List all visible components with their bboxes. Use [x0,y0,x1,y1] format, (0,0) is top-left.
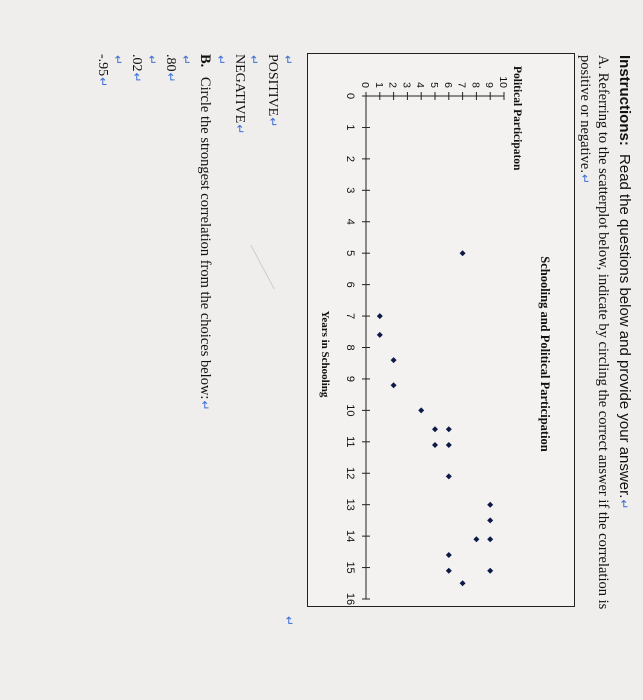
data-point [459,250,466,257]
data-point [376,313,383,320]
x-tick-label: 15 [344,561,356,573]
x-tick-label: 0 [344,93,356,99]
data-point [445,426,452,433]
y-tick-label: 8 [469,82,481,88]
scatterplot-frame: Schooling and Political Participation Po… [307,53,575,607]
answer-positive[interactable]: POSITIVE↵ [265,54,280,128]
question-a: A. Referring to the scatterplot below, i… [576,55,612,609]
y-tick-label: 9 [483,82,495,88]
x-tick-label: 11 [344,436,356,447]
data-point [432,426,438,433]
data-point [390,357,397,364]
y-tick-label: 5 [428,82,440,88]
x-tick-label: 5 [344,250,356,256]
paragraph-mark-icon: ↵ [247,55,261,66]
x-tick-label: 13 [344,499,356,511]
instructions-text: Read the questions below and provide you… [616,154,633,499]
data-point [487,517,494,524]
data-point [487,536,494,543]
y-axis-label: Political Participaton [511,66,523,171]
data-point [445,441,452,448]
question-b-letter: B. [197,54,213,68]
scatterplot: Schooling and Political Participation Po… [319,66,552,605]
paragraph-mark-icon: ↵ [578,173,592,185]
axes [365,95,504,599]
data-point [376,331,383,338]
paragraph-mark-icon: ↵ [282,616,296,627]
scratch-mark [250,244,275,290]
data-point [445,473,452,480]
chart-title: Schooling and Political Participation [538,256,552,452]
x-tick-label: 12 [344,467,356,479]
question-b-text: Circle the strongest correlation from th… [197,76,213,400]
question-a-line1: A. Referring to the scatterplot below, i… [595,55,611,610]
answer-095[interactable]: -.95↵ [95,54,110,88]
instructions-label: Instructions: [616,55,633,146]
y-tick-label: 1 [373,82,385,88]
data-point [445,567,452,574]
x-tick-label: 2 [344,156,356,162]
data-point [390,382,397,389]
x-tick-label: 10 [344,404,356,416]
data-point [418,407,425,414]
data-point [432,441,438,448]
instructions-line: Instructions: Read the questions below a… [616,55,633,509]
question-b: B. Circle the strongest correlation from… [197,54,213,411]
data-point [473,536,480,543]
x-tick-label: 1 [344,124,356,130]
paragraph-mark-icon: ↵ [111,55,125,66]
data-point [487,501,494,508]
paragraph-mark-icon: ↵ [281,55,295,66]
paragraph-mark-icon: ↵ [145,55,159,66]
paragraph-mark-icon: ↵ [617,499,631,510]
answer-002[interactable]: .02↵ [129,54,144,83]
y-tick-label: 7 [456,82,468,88]
x-tick-label: 14 [344,530,356,542]
y-tick-label: 2 [387,82,399,88]
paragraph-mark-icon: ↵ [179,55,193,66]
data-point [459,580,466,587]
x-tick-label: 4 [344,219,356,225]
data-point [487,567,494,574]
x-tick-label: 9 [344,376,356,382]
x-axis-label: Years in Schooling [319,311,331,398]
y-tick-label: 3 [400,82,412,88]
x-tick-label: 8 [344,344,356,350]
x-tick-label: 3 [344,187,356,193]
x-tick-label: 7 [344,313,356,319]
answer-080[interactable]: .80↵ [163,54,178,83]
paragraph-mark-icon: ↵ [214,55,228,66]
y-tick-label: 0 [359,82,371,88]
data-points [376,250,494,587]
y-tick-label: 10 [497,76,509,88]
x-tick-label: 16 [344,593,356,605]
y-tick-label: 6 [442,82,454,88]
answer-negative[interactable]: NEGATIVE↵ [232,54,247,135]
x-tick-label: 6 [344,282,356,288]
y-tick-label: 4 [414,82,426,88]
question-a-line2: positive or negative. [577,55,593,173]
data-point [445,551,452,558]
